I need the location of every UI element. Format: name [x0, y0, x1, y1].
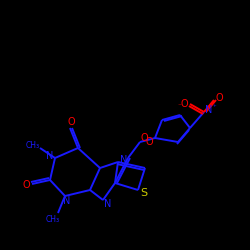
Text: O: O: [180, 99, 188, 109]
Text: O: O: [215, 93, 223, 103]
Text: N: N: [63, 196, 71, 206]
Text: O: O: [145, 137, 153, 147]
Text: N: N: [205, 105, 213, 115]
Text: ⁻: ⁻: [177, 102, 181, 110]
Text: CH₃: CH₃: [26, 140, 40, 149]
Text: O: O: [22, 180, 30, 190]
Text: N: N: [120, 155, 128, 165]
Text: N: N: [104, 199, 112, 209]
Text: CH₃: CH₃: [46, 216, 60, 224]
Text: S: S: [140, 188, 147, 198]
Text: ⁺: ⁺: [212, 105, 216, 111]
Text: O: O: [140, 133, 148, 143]
Text: N: N: [46, 151, 54, 161]
Text: O: O: [67, 117, 75, 127]
